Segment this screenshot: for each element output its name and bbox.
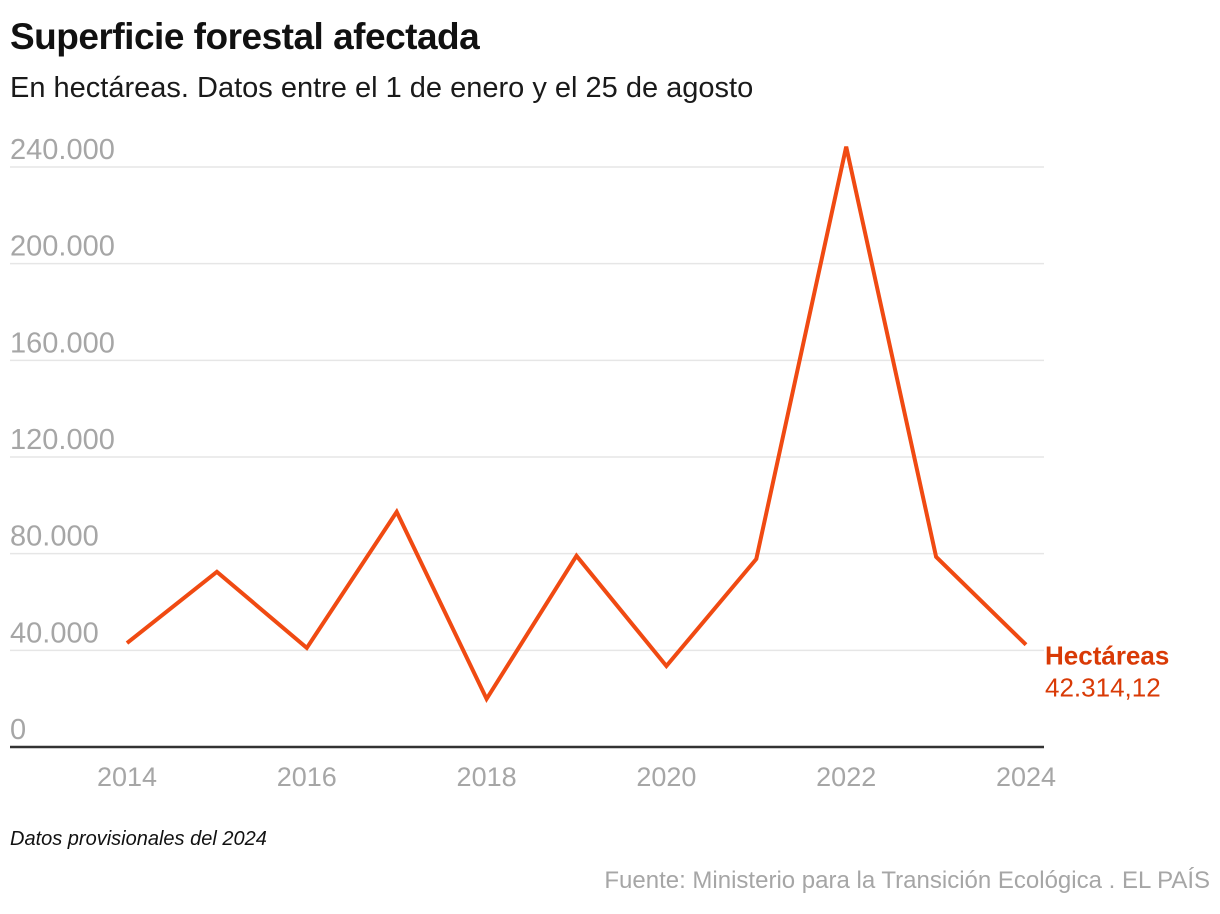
gridlines bbox=[10, 166, 1044, 652]
y-tick-label: 0 bbox=[10, 714, 26, 746]
x-tick-label: 2014 bbox=[97, 762, 157, 792]
y-tick-label: 80.000 bbox=[10, 521, 99, 553]
x-axis-ticks: 2014 2016 2018 2020 2022 2024 bbox=[97, 762, 1056, 792]
end-label-value: 42.314,12 bbox=[1045, 673, 1161, 703]
x-tick-label: 2018 bbox=[457, 762, 517, 792]
y-tick-label: 120.000 bbox=[10, 424, 115, 456]
end-label-series-name: Hectáreas bbox=[1045, 641, 1169, 671]
y-tick-label: 160.000 bbox=[10, 327, 115, 359]
chart-title: Superficie forestal afectada bbox=[10, 16, 480, 57]
data-points bbox=[126, 146, 1027, 700]
chart-subtitle: En hectáreas. Datos entre el 1 de enero … bbox=[10, 72, 754, 104]
y-tick-label: 40.000 bbox=[10, 617, 99, 649]
source-credit: Fuente: Ministerio para la Transición Ec… bbox=[604, 867, 1210, 894]
x-tick-label: 2016 bbox=[277, 762, 337, 792]
y-tick-label: 200.000 bbox=[10, 231, 115, 263]
y-tick-label: 240.000 bbox=[10, 134, 115, 166]
x-tick-label: 2024 bbox=[996, 762, 1056, 792]
y-axis-ticks: 0 40.000 80.000 120.000 160.000 200.000 240.00… bbox=[10, 134, 115, 746]
x-tick-label: 2022 bbox=[816, 762, 876, 792]
x-tick-label: 2020 bbox=[636, 762, 696, 792]
footnote: Datos provisionales del 2024 bbox=[10, 828, 267, 850]
series-line-hectareas bbox=[125, 146, 1028, 704]
